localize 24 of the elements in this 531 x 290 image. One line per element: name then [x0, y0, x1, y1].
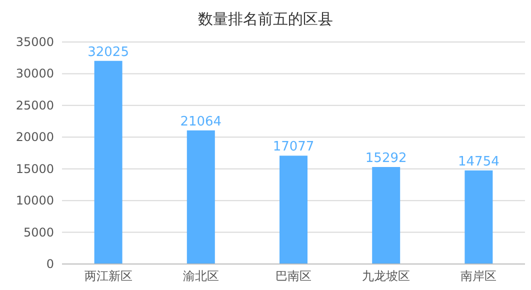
chart-title: 数量排名前五的区县	[198, 10, 333, 28]
y-tick-label: 30000	[16, 66, 54, 81]
bar	[464, 170, 493, 264]
y-tick-label: 5000	[23, 225, 54, 240]
y-tick-label: 25000	[16, 98, 54, 112]
data-label: 32025	[88, 44, 129, 60]
y-tick-label: 10000	[16, 194, 54, 208]
data-label: 15292	[365, 151, 407, 166]
x-tick-label: 渝北区	[182, 269, 219, 283]
y-tick-label: 0	[46, 257, 54, 271]
data-label: 21064	[180, 114, 222, 130]
data-label: 14754	[458, 154, 500, 170]
x-tick-label: 巴南区	[276, 269, 312, 283]
bar	[186, 130, 215, 264]
y-tick-label: 20000	[16, 130, 54, 144]
bar	[94, 60, 122, 264]
x-tick-label: 南岸区	[460, 269, 497, 283]
bar	[280, 156, 308, 264]
y-tick-label: 35000	[16, 35, 54, 49]
y-tick-label: 15000	[16, 162, 54, 176]
x-tick-label: 九龙坡区	[362, 269, 410, 283]
x-tick-label: 两江新区	[84, 269, 132, 283]
data-label: 17077	[272, 140, 314, 155]
bar	[372, 167, 400, 264]
